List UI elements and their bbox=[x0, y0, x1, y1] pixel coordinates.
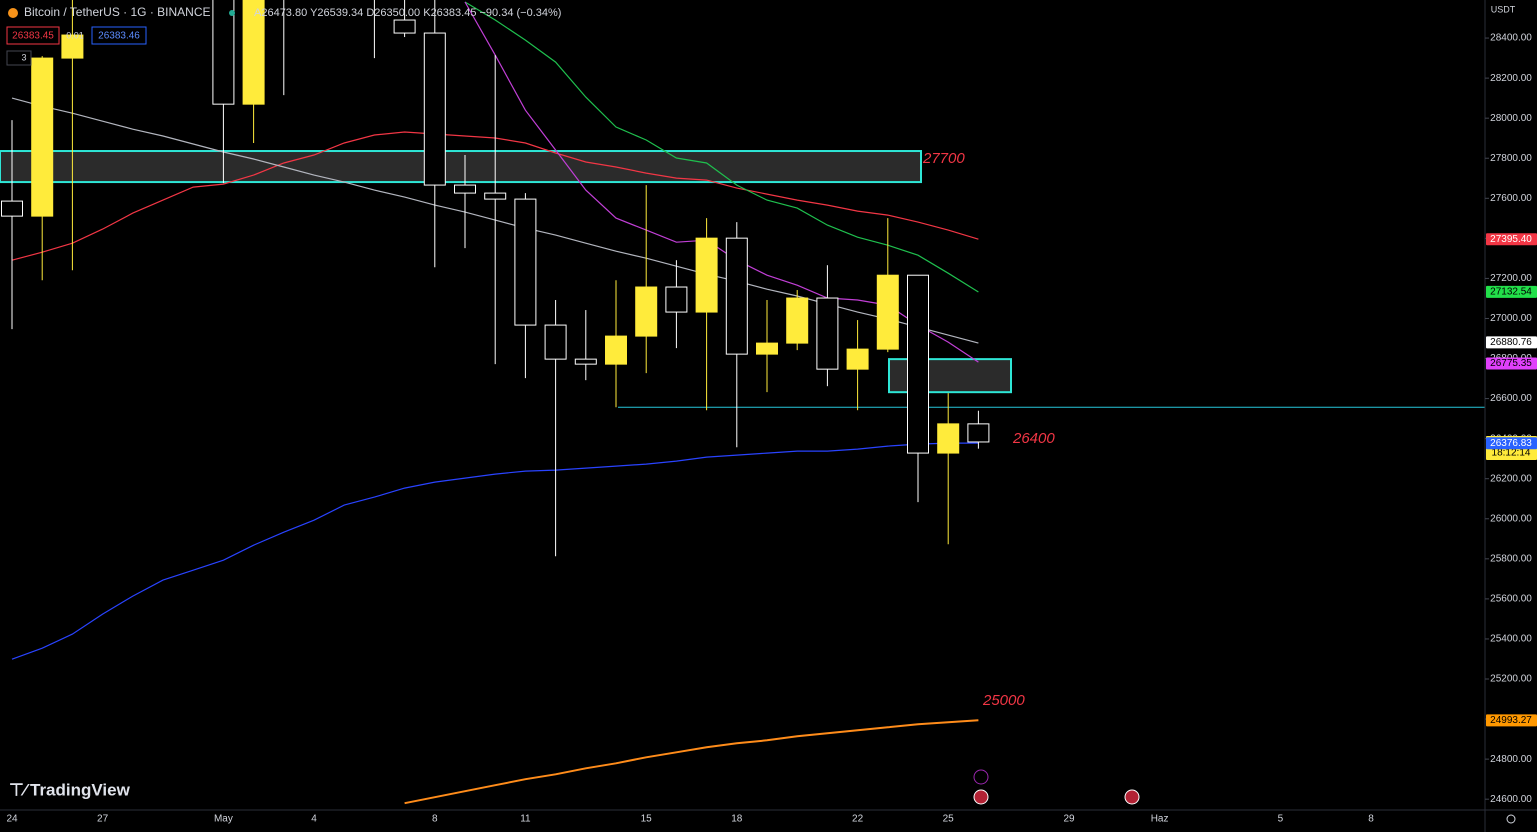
x-tick-label: 27 bbox=[97, 814, 109, 825]
candle-body bbox=[635, 286, 658, 337]
indicators-toggle[interactable] bbox=[6, 50, 32, 66]
y-tick-label: 25200.00 bbox=[1490, 674, 1532, 685]
candle-body bbox=[605, 335, 627, 365]
candle-body bbox=[423, 32, 446, 186]
event-icon[interactable] bbox=[973, 769, 989, 785]
y-tick-label: 24600.00 bbox=[1490, 794, 1532, 805]
y-tick-label: 28200.00 bbox=[1490, 73, 1532, 84]
candle-body bbox=[544, 324, 567, 360]
y-tick-label: 27600.00 bbox=[1490, 193, 1532, 204]
price-label-bg bbox=[1486, 357, 1537, 370]
price-label: 27395.40 bbox=[1490, 234, 1532, 245]
annotation: 25000 bbox=[982, 692, 1025, 709]
header: Bitcoin / TetherUS · 1G · BINANCE A26473… bbox=[6, 4, 1516, 824]
x-tick-label: 5 bbox=[1278, 814, 1284, 825]
candle-body bbox=[846, 348, 869, 370]
x-tick-label: 24 bbox=[6, 814, 18, 825]
buy-button[interactable] bbox=[91, 26, 147, 45]
x-tick-label: 8 bbox=[432, 814, 438, 825]
x-tick-label: 18 bbox=[731, 814, 743, 825]
x-tick-label: 29 bbox=[1063, 814, 1075, 825]
candle-body bbox=[695, 237, 718, 313]
candle-body bbox=[61, 34, 84, 59]
candle-body bbox=[786, 297, 809, 344]
candle-body bbox=[816, 297, 839, 370]
countdown: 18:12:14 bbox=[1492, 448, 1531, 459]
x-tick-label: 11 bbox=[520, 814, 531, 825]
ohlc: A26473.80 Y26539.34 D26350.00 K26383.45 … bbox=[254, 7, 561, 19]
price-label-bg bbox=[1486, 714, 1537, 727]
x-tick-label: 22 bbox=[852, 814, 864, 825]
logo: TradingView bbox=[30, 780, 131, 799]
candle-body bbox=[514, 198, 537, 326]
flag-icon[interactable] bbox=[1124, 789, 1140, 805]
candle-body bbox=[756, 342, 778, 355]
price-label-bg bbox=[1486, 285, 1537, 298]
y-tick-label: 27000.00 bbox=[1490, 313, 1532, 324]
candle-body bbox=[242, 0, 265, 105]
candle-body bbox=[967, 423, 990, 443]
annotation: 27700 bbox=[922, 150, 965, 167]
y-tick-label: 26000.00 bbox=[1490, 513, 1532, 524]
y-tick-label: 28400.00 bbox=[1490, 33, 1532, 44]
buy-price[interactable]: 26383.46 bbox=[98, 31, 140, 42]
zone bbox=[0, 150, 922, 184]
sell-button[interactable] bbox=[6, 26, 60, 45]
candle-body bbox=[31, 57, 54, 217]
y-tick-label: 26200.00 bbox=[1490, 473, 1532, 484]
y-tick-label: 27200.00 bbox=[1490, 273, 1532, 284]
x-tick-label: Haz bbox=[1151, 814, 1169, 825]
coin-icon bbox=[8, 8, 18, 18]
y-tick-label: 25600.00 bbox=[1490, 594, 1532, 605]
y-tick-label: 27800.00 bbox=[1490, 153, 1532, 164]
candle-body bbox=[907, 274, 929, 454]
status-dot bbox=[229, 10, 235, 16]
flag-icon[interactable] bbox=[973, 789, 989, 805]
candle-body bbox=[937, 423, 960, 454]
candle-body bbox=[484, 192, 507, 200]
x-tick-label: 25 bbox=[943, 814, 955, 825]
sell-price[interactable]: 26383.45 bbox=[12, 31, 54, 42]
candle-body bbox=[212, 0, 235, 105]
currency[interactable]: USDT bbox=[1491, 4, 1516, 14]
price-label-bg bbox=[1486, 336, 1537, 349]
candle-body bbox=[1, 200, 23, 217]
price-label-bg bbox=[1486, 437, 1537, 450]
plot-area bbox=[0, 0, 1485, 805]
price-label: 24993.27 bbox=[1490, 715, 1532, 726]
candle-body bbox=[574, 358, 597, 365]
y-tick-label: 28000.00 bbox=[1490, 113, 1532, 124]
price-label: 26376.83 bbox=[1490, 438, 1532, 449]
x-tick-label: 15 bbox=[641, 814, 653, 825]
candle-body bbox=[665, 286, 688, 313]
annotation: 26400 bbox=[1012, 430, 1055, 447]
x-tick-label: May bbox=[214, 814, 233, 825]
y-tick-label: 26600.00 bbox=[1490, 393, 1532, 404]
symbol[interactable]: Bitcoin / TetherUS · 1G · BINANCE bbox=[24, 5, 211, 19]
candle-body bbox=[725, 237, 748, 355]
x-tick-label: 8 bbox=[1368, 814, 1374, 825]
candle-body bbox=[876, 274, 899, 350]
indicators-count[interactable]: 3 bbox=[21, 52, 26, 62]
spread: 0.01 bbox=[66, 30, 84, 40]
candle-body bbox=[454, 184, 476, 194]
moving-average bbox=[404, 719, 979, 805]
logo-mark: ⊤⁄ bbox=[9, 780, 30, 799]
price-label: 27132.54 bbox=[1490, 287, 1532, 298]
moving-average bbox=[11, 442, 979, 660]
y-tick-label: 25400.00 bbox=[1490, 634, 1532, 645]
price-label: 26775.35 bbox=[1490, 358, 1532, 369]
settings-icon[interactable] bbox=[1506, 814, 1516, 824]
price-label: 26880.76 bbox=[1490, 337, 1532, 348]
x-tick-label: 4 bbox=[311, 814, 317, 825]
price-label-bg bbox=[1486, 233, 1537, 246]
axes: 24600.0024800.0025000.0025200.0025400.00… bbox=[6, 33, 1537, 825]
moving-average bbox=[464, 1, 979, 293]
candle-body bbox=[393, 19, 416, 34]
y-tick-label: 25800.00 bbox=[1490, 553, 1532, 564]
y-tick-label: 24800.00 bbox=[1490, 754, 1532, 765]
